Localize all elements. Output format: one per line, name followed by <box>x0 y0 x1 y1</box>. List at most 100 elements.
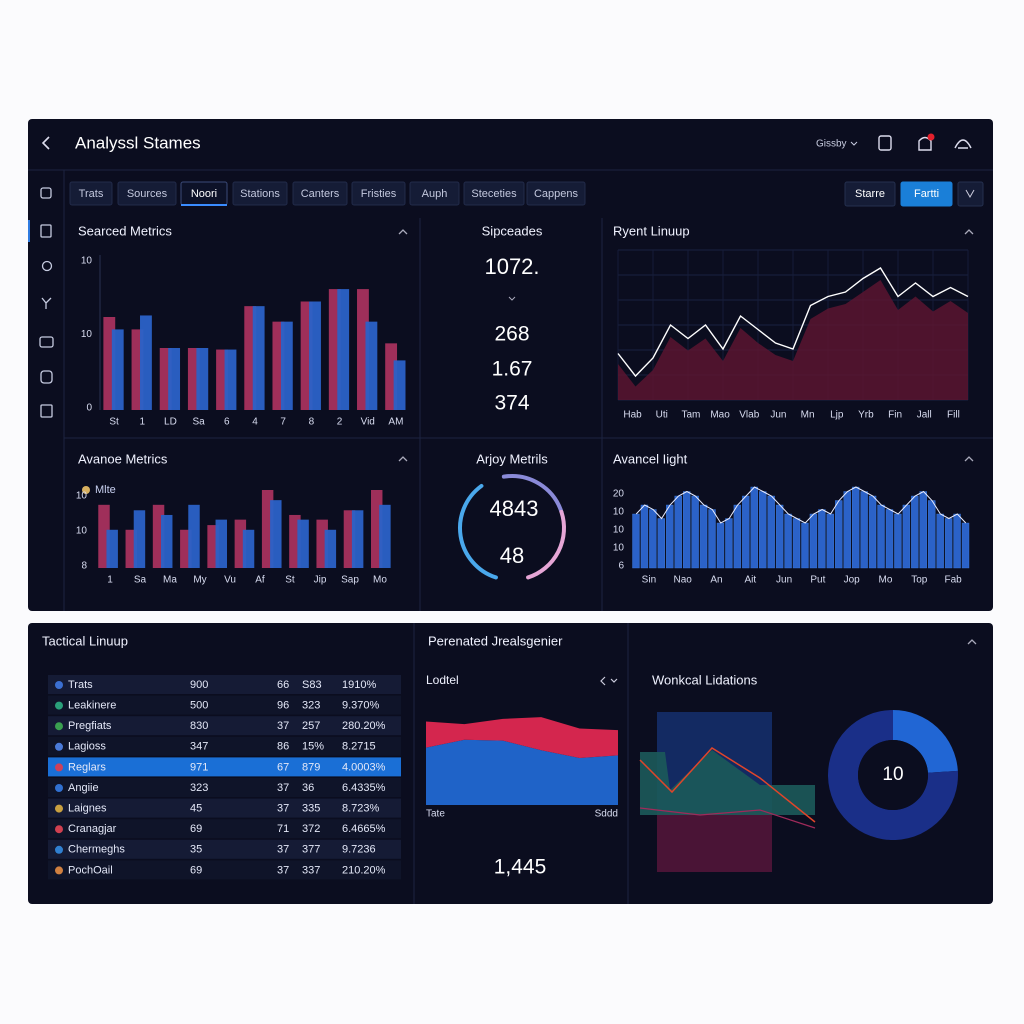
tab[interactable] <box>292 181 348 206</box>
table-cell: 9.370% <box>342 700 380 712</box>
bar <box>337 289 350 410</box>
settings-icon[interactable] <box>878 135 892 151</box>
bar <box>242 529 255 568</box>
tab[interactable] <box>526 181 586 206</box>
button-label[interactable]: Fartti <box>914 188 939 200</box>
tab-label[interactable]: Auph <box>422 188 448 200</box>
profile-icon[interactable] <box>954 139 972 149</box>
tab[interactable] <box>232 181 288 206</box>
tab-label[interactable]: Stations <box>240 188 280 200</box>
tab[interactable] <box>351 181 406 206</box>
panel-title: Tactical Linuup <box>42 633 128 648</box>
table-cell: 67 <box>277 761 289 773</box>
table-row[interactable] <box>48 757 401 777</box>
y-axis-label: 10 <box>613 543 625 554</box>
table-row[interactable] <box>48 778 401 797</box>
user-menu[interactable]: Gissby <box>816 139 847 150</box>
bar <box>152 504 165 568</box>
tab[interactable] <box>409 181 460 206</box>
user-chevron[interactable] <box>850 141 858 146</box>
collapse-icon[interactable] <box>398 229 408 235</box>
tab[interactable] <box>117 181 177 206</box>
button-label[interactable]: Starre <box>855 188 885 200</box>
button[interactable] <box>844 181 896 207</box>
bar <box>928 500 936 569</box>
notification-icon[interactable] <box>918 136 932 151</box>
bar <box>885 509 894 569</box>
panel-title: Sipceades <box>482 223 543 238</box>
nav-icon[interactable] <box>600 676 618 686</box>
sidebar-icon[interactable] <box>40 224 52 238</box>
tab-label[interactable]: Canters <box>301 188 340 200</box>
x-axis-label: Tate <box>426 809 445 820</box>
sidebar-active <box>28 220 30 242</box>
button[interactable] <box>900 181 953 207</box>
table-cell: 335 <box>302 803 320 815</box>
sidebar-icon[interactable] <box>40 404 53 418</box>
table-cell: 37 <box>277 720 289 732</box>
filter-icon[interactable] <box>965 189 975 199</box>
bar <box>657 518 665 569</box>
page-title: Analyssl Stames <box>75 133 201 152</box>
back-button[interactable] <box>41 136 50 150</box>
table-row[interactable] <box>48 736 401 756</box>
tab-label[interactable]: Fristies <box>361 188 397 200</box>
sidebar-icon[interactable] <box>41 297 52 309</box>
table-row[interactable] <box>48 860 401 880</box>
tab-label[interactable]: Sources <box>127 188 168 200</box>
panel-title: Wonkcal Lidations <box>652 672 758 687</box>
tab-label[interactable]: Noori <box>191 188 217 200</box>
bar <box>207 525 219 568</box>
collapse-icon[interactable] <box>964 229 974 235</box>
bar <box>902 504 911 569</box>
sidebar-icon[interactable] <box>40 187 52 199</box>
table-row[interactable] <box>48 695 401 715</box>
tab[interactable] <box>69 181 113 206</box>
collapse-icon[interactable] <box>398 456 408 462</box>
bar <box>385 343 398 410</box>
x-axis-label: Ljp <box>830 410 844 421</box>
x-axis-label: An <box>710 575 722 586</box>
table-row[interactable] <box>48 716 401 736</box>
bar <box>316 519 328 568</box>
decor-line <box>639 747 816 823</box>
tab-label[interactable]: Steceties <box>471 188 517 200</box>
collapse-icon[interactable] <box>967 639 977 645</box>
row-icon <box>55 866 63 875</box>
table-row[interactable] <box>48 675 401 694</box>
y-axis-label: 6 <box>618 561 624 572</box>
x-axis-label: Jun <box>770 410 786 421</box>
gauge-value: 4843 <box>490 496 539 521</box>
tab[interactable] <box>463 181 525 206</box>
sidebar-icon[interactable] <box>40 370 53 384</box>
bar <box>371 490 383 568</box>
x-axis-label: St <box>285 575 295 586</box>
bar <box>393 360 406 410</box>
donut-segment <box>893 710 958 773</box>
x-axis-label: Mo <box>373 575 387 586</box>
table-row[interactable] <box>48 798 401 818</box>
tab-label[interactable]: Cappens <box>534 188 579 200</box>
sidebar-icon[interactable] <box>41 260 53 272</box>
x-axis-label: 1 <box>139 417 145 428</box>
table-cell: 69 <box>190 864 202 876</box>
table-row[interactable] <box>48 819 401 839</box>
table-row[interactable] <box>48 839 401 859</box>
bar <box>196 348 209 410</box>
bar <box>280 321 293 410</box>
area <box>426 739 618 805</box>
bar <box>365 321 378 410</box>
y-axis-label: 10 <box>613 525 625 536</box>
decor-area <box>640 750 815 815</box>
total-value: 1,445 <box>494 856 547 879</box>
x-axis-label: LD <box>164 417 177 428</box>
filter-button[interactable] <box>957 181 984 207</box>
sidebar-icon[interactable] <box>39 336 54 348</box>
panel-title: Perenated Jrealsgenier <box>428 633 563 648</box>
expand-icon[interactable] <box>508 296 516 301</box>
bar <box>666 504 674 569</box>
table-cell: 372 <box>302 823 320 835</box>
collapse-icon[interactable] <box>964 456 974 462</box>
bar <box>919 491 927 569</box>
tab-label[interactable]: Trats <box>79 188 104 200</box>
